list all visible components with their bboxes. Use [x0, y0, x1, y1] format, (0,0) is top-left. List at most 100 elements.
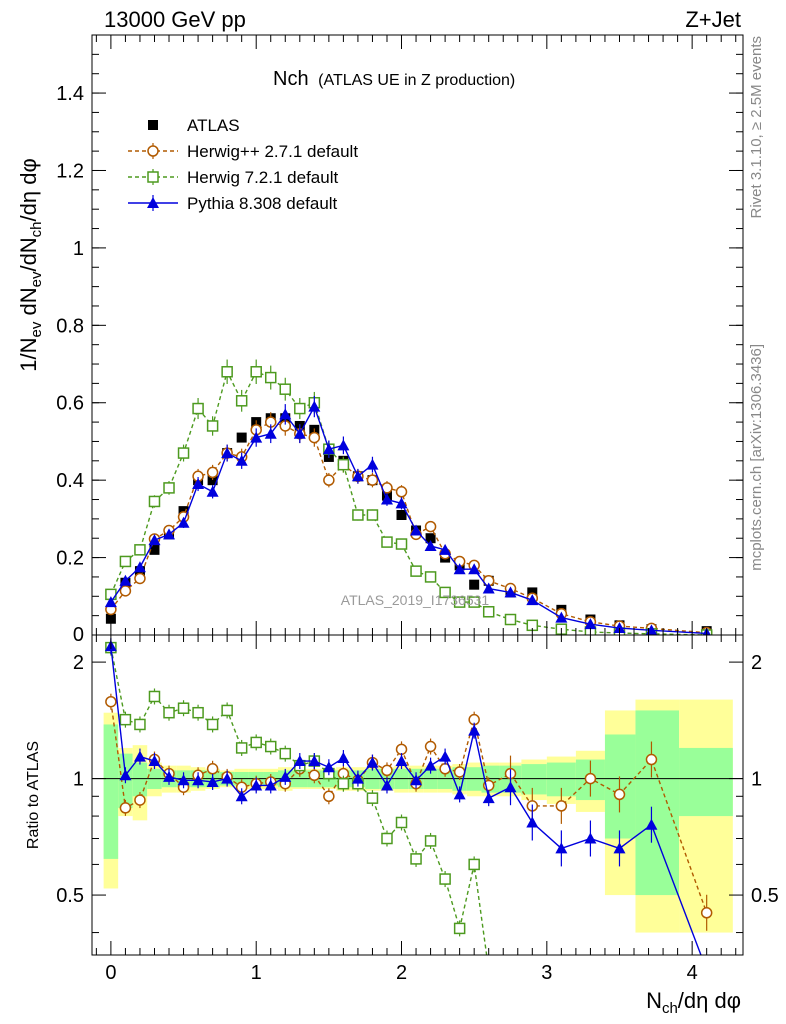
ratio-data-point: [134, 794, 146, 806]
ratio-data-point: [381, 764, 393, 777]
plot-title-sub: (ATLAS UE in Z production): [318, 72, 515, 89]
data-point: [410, 524, 423, 536]
data-point: [235, 395, 248, 407]
ratio-data-point: [250, 779, 263, 791]
ratio-y-tick-label-right: 0.5: [751, 885, 779, 907]
series-line: [110, 421, 707, 634]
series-3: [104, 395, 711, 635]
x-axis-label: Nch/dη dφ: [646, 988, 741, 1017]
ratio-data-point: [206, 763, 219, 775]
data-point: [308, 431, 321, 444]
data-point: [381, 536, 393, 548]
ratio-data-point: [482, 792, 495, 804]
data-point: [294, 402, 306, 415]
ratio-data-point: [119, 802, 132, 814]
ratio-series-1: [105, 639, 488, 955]
data-point: [526, 594, 539, 606]
data-point: [264, 427, 277, 439]
data-point: [504, 613, 517, 626]
uncertainty-band-green: [604, 734, 636, 839]
data-point: [366, 509, 379, 521]
y-tick-label: 0.8: [56, 315, 84, 337]
y-tick-label: 1.4: [56, 83, 84, 105]
ratio-data-point: [645, 753, 658, 766]
ratio-data-point: [395, 816, 408, 829]
data-point: [424, 520, 437, 533]
plot-title: Nch (ATLAS UE in Z production): [273, 68, 515, 90]
data-point: [351, 470, 364, 482]
ratio-data-point: [308, 755, 321, 767]
data-point: [453, 596, 466, 608]
data-point: [468, 563, 481, 575]
data-point: [119, 585, 132, 597]
ratio-series-line: [110, 646, 702, 955]
ratio-data-point: [250, 736, 262, 749]
data-point: [221, 447, 234, 459]
data-point: [105, 613, 116, 624]
legend-marker: [147, 145, 159, 157]
data-point: [134, 572, 146, 585]
data-point: [482, 582, 495, 594]
ratio-data-point: [410, 853, 422, 865]
ratio-data-point: [264, 740, 277, 753]
ratio-data-point: [177, 702, 190, 714]
analysis-watermark: ATLAS_2019_I1736531: [341, 592, 490, 608]
ratio-data-point: [453, 766, 466, 778]
data-point: [469, 579, 480, 590]
ratio-plot-panel: 0.5 0.5 1 1 2 2 0 1 2 3 4 Ratio to ATLAS: [25, 634, 779, 984]
uncertainty-band-green: [635, 710, 680, 896]
ratio-axis-label: Ratio to ATLAS: [25, 741, 42, 849]
data-point: [250, 366, 262, 378]
ratio-data-point: [337, 777, 350, 790]
ratio-data-point: [439, 873, 451, 885]
ratio-data-point: [555, 842, 568, 854]
legend-entry: ATLAS: [187, 116, 240, 135]
y-tick-label: 1: [73, 238, 84, 260]
ratio-data-point: [105, 695, 117, 708]
data-point: [439, 586, 451, 599]
ratio-data-point: [293, 755, 306, 767]
ratio-data-point: [613, 788, 626, 801]
y-tick-label: 1.2: [56, 160, 84, 182]
legend-entry: Herwig++ 2.7.1 default: [187, 142, 358, 161]
data-point: [177, 447, 190, 459]
ratio-data-point: [351, 772, 364, 784]
ratio-series-line: [110, 647, 488, 955]
ratio-data-point: [177, 774, 190, 786]
ratio-data-point: [468, 724, 481, 736]
process-label: Z+Jet: [685, 7, 741, 32]
data-point: [410, 565, 422, 577]
ratio-data-point: [555, 800, 568, 812]
data-point: [439, 543, 452, 555]
ratio-data-point: [235, 790, 248, 802]
ratio-data-point: [192, 774, 205, 786]
data-point: [395, 486, 408, 498]
data-point: [119, 555, 132, 568]
ratio-data-point: [119, 713, 132, 726]
data-point: [177, 516, 190, 528]
ratio-data-point: [221, 704, 233, 717]
data-point: [424, 571, 437, 583]
rivet-version-label: Rivet 3.1.10, ≥ 2.5M events: [748, 36, 765, 219]
ratio-data-point: [323, 790, 335, 803]
legend-entry: Herwig 7.2.1 default: [187, 168, 338, 187]
data-point: [396, 510, 407, 520]
legend-marker: [148, 120, 158, 130]
plot-title-main: Nch: [273, 68, 309, 90]
ratio-data-point: [700, 907, 713, 919]
ratio-data-point: [337, 752, 350, 764]
data-point: [279, 383, 292, 395]
data-point: [453, 563, 466, 575]
ratio-data-point: [163, 706, 175, 719]
ratio-data-point: [206, 775, 219, 787]
ratio-data-point: [206, 718, 219, 731]
data-point: [380, 493, 393, 505]
legend-marker: [147, 197, 159, 208]
ratio-data-point: [584, 772, 597, 785]
data-point: [293, 427, 306, 439]
ratio-y-tick-label-right: 2: [751, 652, 762, 674]
data-point: [134, 544, 146, 556]
ratio-data-point: [279, 747, 292, 760]
ratio-data-point: [453, 788, 466, 800]
data-point: [613, 622, 626, 634]
